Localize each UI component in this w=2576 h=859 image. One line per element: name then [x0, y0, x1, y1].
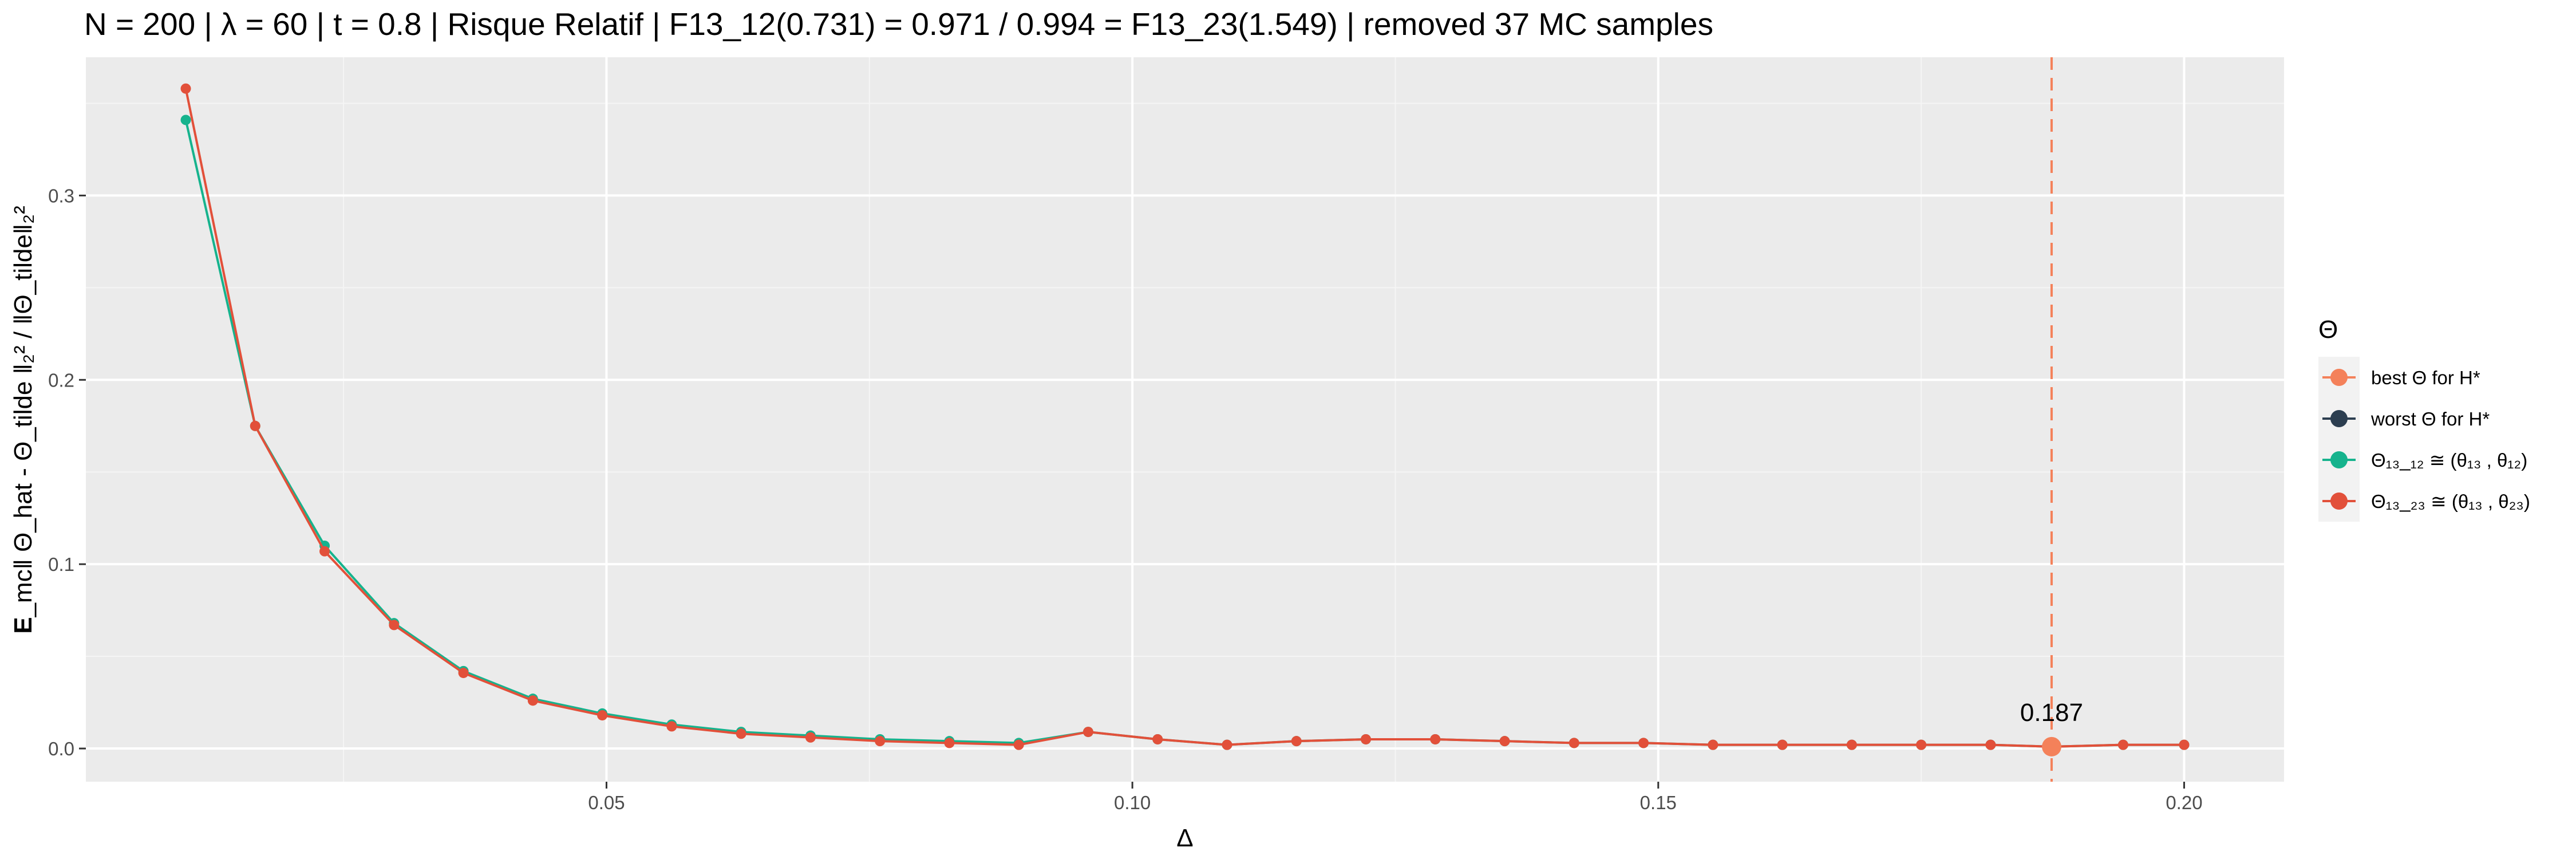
best-point-marker — [2041, 736, 2061, 756]
series-2-point — [1568, 738, 1579, 748]
series-2-point — [805, 732, 816, 743]
best-point-label: 0.187 — [2020, 699, 2083, 727]
series-2-point — [1846, 739, 1857, 750]
series-2-point — [1430, 734, 1441, 744]
y-tick-label: 0.3 — [48, 185, 74, 206]
series-2-point — [597, 710, 608, 721]
series-2-point — [1013, 739, 1024, 750]
plot-panel — [86, 57, 2284, 782]
series-2-point — [1499, 736, 1510, 747]
legend-key-point — [2330, 451, 2348, 468]
grid-minor — [86, 57, 2284, 782]
series-2-point — [1708, 739, 1718, 750]
y-axis-title-bold: E — [9, 617, 37, 633]
x-axis-title: Δ — [1176, 824, 1193, 852]
y-axis-title-rest: _mc‖ Θ_hat - Θ_tilde ‖₂² / ‖Θ_tilde‖₂² — [9, 206, 37, 617]
y-tick-label: 0.1 — [48, 554, 74, 575]
series-2-point — [1152, 734, 1163, 744]
y-axis-ticks: 0.0 0.1 0.2 0.3 — [48, 185, 86, 759]
legend: Θ best Θ for H* worst Θ for H* Θ₁₃_₁₂ ≅ (θ… — [2318, 316, 2530, 522]
legend-title: Θ — [2318, 316, 2338, 344]
series-2-point — [1291, 736, 1302, 747]
series-2-point — [527, 695, 538, 706]
series-2-point — [1638, 738, 1649, 748]
series-2-point — [666, 721, 677, 732]
series-2-point — [1777, 739, 1788, 750]
grid-major — [86, 57, 2284, 782]
legend-label-3: Θ₁₃_₁₂ ≅ (θ₁₃ , θ₁₂) — [2371, 450, 2527, 471]
series-2-point — [2179, 739, 2190, 750]
series-2-point — [944, 738, 955, 748]
y-tick-label: 0.2 — [48, 369, 74, 391]
x-axis-ticks: 0.05 0.10 0.15 0.20 — [588, 782, 2203, 813]
legend-label-2: worst Θ for H* — [2370, 408, 2490, 430]
series-line-2 — [184, 88, 2184, 748]
series-2-point — [736, 728, 746, 739]
x-tick-label: 0.05 — [588, 792, 625, 813]
legend-label-1: best Θ for H* — [2371, 367, 2480, 388]
chart-title: N = 200 | λ = 60 | t = 0.8 | Risque Rela… — [84, 6, 1713, 42]
series-2-point — [458, 668, 469, 679]
series-group — [180, 83, 2190, 752]
series-1-point — [180, 115, 191, 125]
legend-key-point — [2330, 410, 2348, 427]
legend-key-point — [2330, 369, 2348, 386]
series-2-point — [389, 620, 400, 631]
series-2-point — [1222, 739, 1232, 750]
series-2-point — [180, 83, 191, 94]
legend-key-point — [2330, 492, 2348, 510]
series-2-point — [1985, 739, 1996, 750]
series-2-point — [250, 420, 260, 431]
series-2-point — [1082, 727, 1093, 738]
legend-label-4: Θ₁₃_₂₃ ≅ (θ₁₃ , θ₂₃) — [2371, 491, 2530, 512]
y-tick-label: 0.0 — [48, 738, 74, 759]
x-tick-label: 0.10 — [1114, 792, 1151, 813]
series-2-point — [319, 546, 330, 557]
series-2-point — [1916, 739, 1927, 750]
series-2-point — [875, 736, 886, 747]
x-tick-label: 0.20 — [2166, 792, 2202, 813]
y-axis-title: E_mc‖ Θ_hat - Θ_tilde ‖₂² / ‖Θ_tilde‖₂² — [9, 206, 37, 634]
series-2-point — [2117, 739, 2128, 750]
series-2-point — [1361, 734, 1372, 744]
x-tick-label: 0.15 — [1640, 792, 1677, 813]
best-point-group: 0.187 — [2020, 699, 2083, 756]
